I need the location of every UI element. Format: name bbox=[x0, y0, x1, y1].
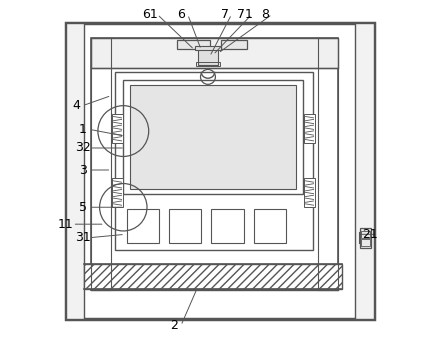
Text: 1: 1 bbox=[79, 123, 87, 136]
Text: 32: 32 bbox=[75, 141, 90, 154]
Bar bbox=[169, 209, 201, 243]
Text: 5: 5 bbox=[79, 201, 87, 214]
Bar bbox=[66, 23, 84, 319]
Text: 6: 6 bbox=[177, 8, 185, 21]
Bar bbox=[254, 209, 286, 243]
Bar bbox=[304, 114, 315, 143]
Bar bbox=[196, 62, 220, 66]
Text: 61: 61 bbox=[143, 8, 158, 21]
Text: 7: 7 bbox=[221, 8, 229, 21]
Bar bbox=[130, 85, 296, 189]
Bar bbox=[361, 231, 370, 238]
Bar bbox=[91, 38, 112, 290]
Text: 3: 3 bbox=[79, 164, 87, 176]
Text: 8: 8 bbox=[261, 8, 269, 21]
Bar bbox=[360, 227, 371, 248]
Bar bbox=[178, 40, 210, 49]
Bar bbox=[222, 40, 247, 49]
Bar bbox=[355, 23, 374, 319]
Bar bbox=[84, 264, 342, 289]
Bar bbox=[304, 178, 315, 207]
Text: 4: 4 bbox=[72, 99, 80, 112]
Bar bbox=[91, 38, 338, 68]
Bar bbox=[127, 209, 159, 243]
Text: 21: 21 bbox=[363, 228, 378, 241]
Bar bbox=[318, 38, 338, 290]
Bar bbox=[91, 38, 338, 290]
Bar bbox=[115, 72, 313, 250]
Text: 2: 2 bbox=[170, 319, 178, 332]
Bar bbox=[195, 46, 221, 50]
Bar bbox=[113, 114, 123, 143]
Bar bbox=[361, 239, 370, 246]
Text: 71: 71 bbox=[237, 8, 253, 21]
Bar bbox=[66, 23, 374, 319]
Bar bbox=[123, 80, 303, 194]
Text: 31: 31 bbox=[75, 231, 90, 244]
Bar bbox=[113, 178, 123, 207]
Bar bbox=[198, 49, 218, 65]
Text: 11: 11 bbox=[58, 218, 74, 231]
Bar bbox=[211, 209, 244, 243]
